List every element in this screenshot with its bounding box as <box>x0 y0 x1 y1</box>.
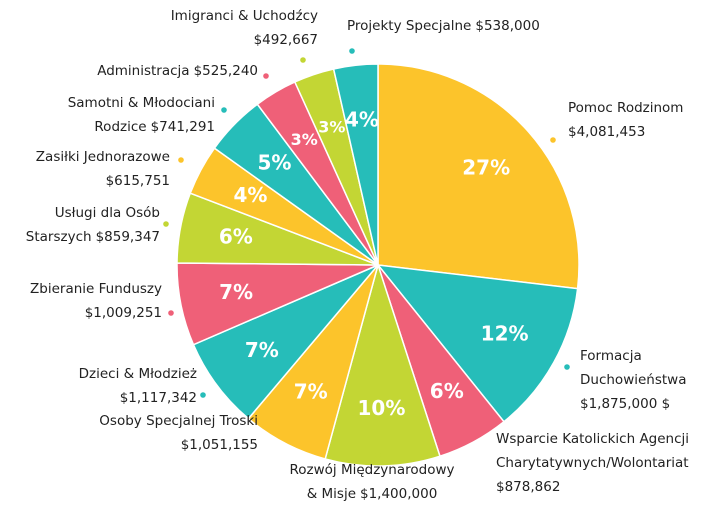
legend-dot <box>221 107 227 113</box>
slice-percent: 12% <box>481 322 529 346</box>
pie-slice <box>324 262 441 467</box>
slice-amount: $525,240 <box>194 63 258 79</box>
slice-percent: 3% <box>318 117 345 136</box>
slice-label: Pomoc Rodzinom <box>568 100 683 116</box>
slice-percent: 7% <box>245 338 279 362</box>
slice-label: Zasiłki Jednorazowe <box>36 149 170 165</box>
slice-label: Rozwój Międzynarodowy & Misje <box>289 462 454 502</box>
slice-percent: 7% <box>294 380 328 404</box>
slice-percent: 7% <box>219 280 253 304</box>
slice-label: Imigranci & Uchodźcy <box>171 8 318 24</box>
slice-percent: 4% <box>345 108 379 132</box>
slice-percent: 6% <box>219 224 253 248</box>
pie-slice <box>376 264 579 423</box>
legend-dot <box>375 452 381 458</box>
legend-dot <box>178 157 184 163</box>
slice-amount: $741,291 <box>151 119 215 135</box>
slice-amount: $492,667 <box>254 32 318 48</box>
slice-amount: $615,751 <box>106 173 170 189</box>
pie-slice <box>377 63 580 290</box>
slice-label: Zbieranie Funduszy <box>30 281 162 297</box>
slice-label: Dzieci & Młodzież <box>79 366 197 382</box>
slice-label: Samotni & Młodociani Rodzice <box>68 95 215 135</box>
slice-label: Projekty Specjalne <box>347 18 471 34</box>
legend-dot <box>300 57 306 63</box>
slice-percent: 6% <box>430 379 464 403</box>
slice-amount: $1,875,000 $ <box>580 396 670 412</box>
legend-dot <box>264 422 270 428</box>
slice-percent: 27% <box>462 155 510 179</box>
slice-percent: 4% <box>234 183 268 207</box>
slice-amount: $1,400,000 <box>360 486 437 502</box>
slice-amount: $878,862 <box>496 479 560 495</box>
legend-dot <box>481 427 487 433</box>
legend-dot <box>168 310 174 316</box>
slice-amount: $1,051,155 <box>181 437 258 453</box>
slice-amount: $1,117,342 <box>120 390 197 406</box>
slice-amount: $1,009,251 <box>85 305 162 321</box>
slice-label: Usługi dla Osób Starszych <box>26 205 160 245</box>
slice-label: Wsparcie Katolickich Agencji Charytatywny… <box>496 431 689 471</box>
pie-slice <box>332 63 379 266</box>
legend-dot <box>263 73 269 79</box>
slice-amount: $538,000 <box>475 18 539 34</box>
legend-dot <box>564 364 570 370</box>
slice-percent: 5% <box>257 150 291 174</box>
slice-label: Administracja <box>97 63 189 79</box>
legend-dot <box>200 392 206 398</box>
slice-percent: 10% <box>357 396 405 420</box>
legend-dot <box>349 48 355 54</box>
slice-label: Formacja Duchowieństwa <box>580 348 686 388</box>
slice-amount: $4,081,453 <box>568 124 645 140</box>
slice-percent: 3% <box>291 130 318 149</box>
slice-label: Osoby Specjalnej Troski <box>99 413 258 429</box>
slice-amount: $859,347 <box>96 229 160 245</box>
legend-dot <box>550 137 556 143</box>
legend-dot <box>163 221 169 227</box>
